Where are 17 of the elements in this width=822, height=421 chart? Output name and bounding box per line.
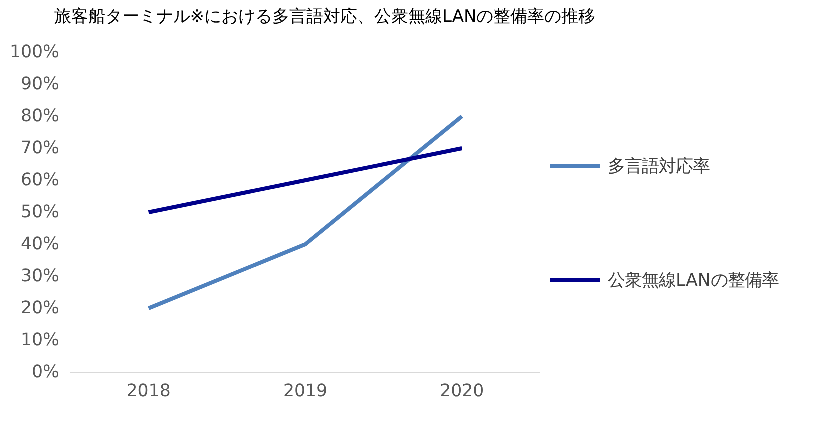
y-tick-label: 70%: [20, 138, 60, 158]
y-tick-label: 30%: [20, 266, 60, 286]
legend-label: 公衆無線LANの整備率: [608, 270, 779, 292]
y-tick-label: 90%: [20, 74, 60, 94]
y-tick-label: 100%: [10, 42, 60, 62]
y-tick-label: 50%: [20, 202, 60, 222]
y-tick-label: 10%: [20, 330, 60, 350]
y-tick-label: 80%: [20, 106, 60, 126]
x-tick-label: 2019: [283, 382, 328, 402]
chart-title: 旅客船ターミナル※における多言語対応、公衆無線LANの整備率の推移: [53, 6, 597, 29]
y-tick-label: 40%: [20, 234, 60, 254]
y-tick-label: 60%: [20, 170, 60, 190]
x-tick-label: 2018: [126, 382, 171, 402]
y-tick-label: 0%: [32, 362, 60, 382]
y-tick-label: 20%: [20, 298, 60, 318]
x-tick-label: 2020: [440, 382, 484, 402]
legend-label: 多言語対応率: [608, 156, 710, 178]
